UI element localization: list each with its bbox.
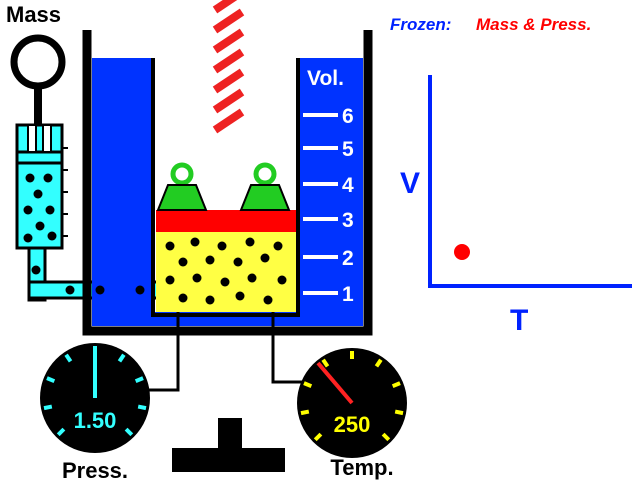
graph-point [454,244,470,260]
molecule [190,237,200,247]
syringe-stem [34,86,42,126]
molecule [165,275,175,285]
molecule [192,273,202,283]
gauge-tick [43,404,53,411]
temperature-gauge [297,348,407,458]
molecule [263,295,273,305]
scale-label: 4 [342,174,354,197]
gauge-tick [313,432,323,442]
molecule [277,275,287,285]
temperature-value: 250 [334,412,371,437]
gauge-tick [321,358,330,368]
gauge-tick [137,404,147,411]
temperature-wire [271,312,302,384]
gauge-tick [124,427,134,437]
molecule [235,291,245,301]
molecule [205,295,215,305]
mass-gauge [10,34,66,90]
gauge-tick [391,381,401,389]
graph-y-label: V [400,167,420,200]
graph-x-label: T [510,304,528,337]
molecule [273,241,283,251]
molecule [31,265,41,275]
molecule [247,273,257,283]
molecule [135,285,145,295]
molecule [260,253,270,263]
graph-axes [428,75,632,288]
molecule [65,285,75,295]
weights [156,162,291,211]
molecule [25,173,35,183]
frozen-items: Mass & Press. [476,15,591,34]
tank [82,30,373,336]
molecule [43,173,53,183]
frozen-label: Frozen: [390,15,451,34]
molecule [233,257,243,267]
gauge-tick [303,381,313,389]
scale-label: 2 [342,247,354,270]
gauge-tick [394,409,404,416]
molecule [165,241,175,251]
molecule [95,285,105,295]
pressure-wire [148,312,180,392]
molecule [205,255,215,265]
molecule [35,221,45,231]
gauge-tick [46,376,56,384]
molecule [217,241,227,251]
molecule [45,205,55,215]
molecule [178,257,188,267]
molecules [23,173,287,305]
gauge-tick [56,427,66,437]
scale-label: 3 [342,209,354,232]
pressure-label: Press. [62,458,128,483]
gauge-tick [64,353,73,363]
gauge-tick [134,376,144,384]
molecule [220,277,230,287]
molecule [23,233,33,243]
scale-label: 6 [342,105,354,128]
molecule [23,205,33,215]
molecule [47,231,57,241]
pressure-value: 1.50 [74,408,117,433]
temperature-label: Temp. [330,455,393,480]
volume-scale: 6 5 4 3 2 1 [303,105,354,306]
heat-rod [212,0,245,134]
molecule [245,237,255,247]
scale-label: 5 [342,138,354,161]
pressure-gauge [40,343,150,453]
molecule [178,293,188,303]
mass-label: Mass [6,2,61,27]
molecule [33,189,43,199]
gauge-tick [374,358,383,368]
piston [156,210,296,232]
gauge-tick [381,432,391,442]
scale-label: 1 [342,283,354,306]
gauge-tick [117,353,126,363]
gauge-tick [300,409,310,416]
base [172,418,285,472]
volume-label: Vol. [307,67,344,90]
